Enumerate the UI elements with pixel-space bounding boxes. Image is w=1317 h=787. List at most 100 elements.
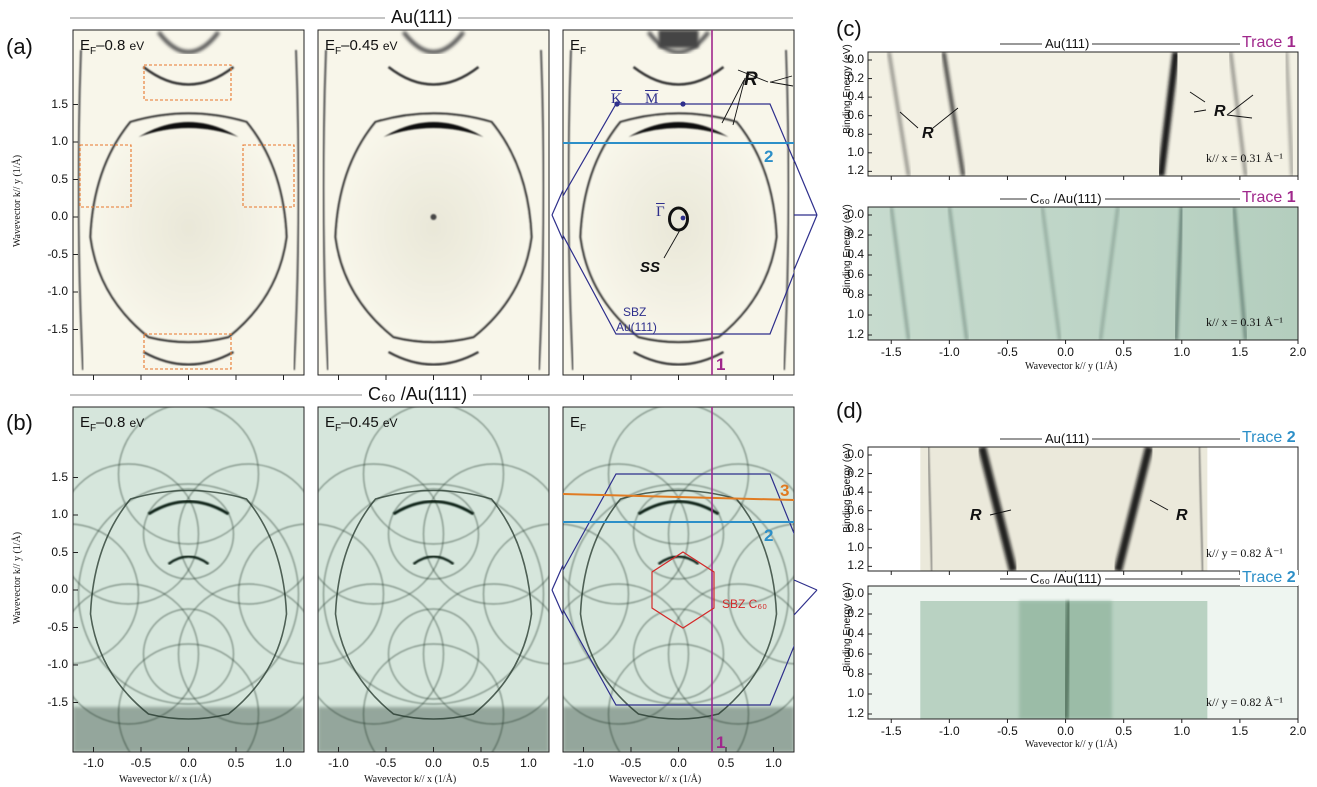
- r-label-map: R: [744, 69, 758, 90]
- cut-c-top-title: Au(111): [1042, 37, 1093, 50]
- map-xtick: -1.0: [573, 756, 594, 770]
- cut-ylabel-c2: Binding Energy (eV): [842, 204, 853, 294]
- ky-label-d-bot: k// y = 0.82 Å⁻¹: [1206, 695, 1284, 709]
- cut-ylabel-c1: Binding Energy (eV): [842, 44, 853, 134]
- map-xtick: 0.5: [717, 756, 735, 770]
- energy-label-b3: EF: [570, 414, 587, 434]
- cut-annotation-lines: [899, 91, 1254, 516]
- cut-ytick: 1.0: [847, 539, 864, 554]
- sbz-c60-label: SBZ C₆₀: [722, 597, 768, 611]
- r-label-d-right: R: [1176, 507, 1188, 524]
- cut-xtick: 0.5: [1115, 345, 1133, 359]
- cut-d-top-title: Au(111): [1042, 432, 1093, 445]
- energy-label-a1: EF–0.8 eV: [80, 37, 145, 57]
- map-xtick: -1.0: [83, 756, 104, 770]
- trace2-marker-b: 2: [764, 526, 774, 545]
- cut-ytick: 0.6: [847, 646, 864, 660]
- cut-ytick: 0.4: [847, 247, 864, 261]
- map-xtick: 0.0: [425, 756, 442, 770]
- map-ytick-b: -1.0: [47, 657, 68, 671]
- trace3-marker-b: 3: [780, 481, 790, 500]
- cut-ytick: 0.0: [847, 207, 864, 221]
- map-xtick: -0.5: [130, 756, 152, 770]
- cut-ytick: 0.2: [847, 227, 864, 241]
- map-ytick-b: -0.5: [47, 619, 68, 634]
- cut-ytick: 0.0: [847, 586, 864, 600]
- r-label-c-left: R: [922, 125, 934, 142]
- panel-letter-b: (b): [6, 410, 33, 435]
- map-xtick: 0.5: [227, 756, 245, 770]
- cut-xtick: 2.0: [1289, 724, 1307, 738]
- map-ytick-b: 1.5: [51, 469, 68, 484]
- cut-ytick: 1.2: [847, 558, 864, 573]
- map-ytick-a: 0.5: [51, 171, 68, 186]
- cut-xtick: 1.5: [1231, 345, 1249, 359]
- energy-label-b1: EF–0.8 eV: [80, 414, 145, 434]
- energy-label-b2: EF–0.45 eV: [325, 414, 398, 434]
- energy-cuts: [73, 43, 1299, 752]
- cut-xtick: 1.0: [1173, 724, 1191, 738]
- map-xtick: 0.0: [180, 756, 197, 770]
- map-ytick-a: -0.5: [47, 246, 68, 261]
- map-ylabel-b: Wavevector k// y (1/Å): [12, 531, 23, 625]
- cut-xtick: 0.0: [1057, 724, 1074, 738]
- cut-xtick: 1.5: [1231, 724, 1249, 738]
- cut-ytick: 0.2: [847, 70, 864, 85]
- map-ytick-b: -1.5: [47, 694, 68, 709]
- trace1-label-c-top: Trace 1: [1240, 34, 1298, 51]
- cut-d-bot-title: C₆₀ /Au(111): [1027, 572, 1105, 585]
- cut-xlabel-d: Wavevector k// y (1/Å): [1025, 739, 1118, 750]
- cut-ytick: 1.2: [847, 163, 864, 178]
- c60-fermi-maps: [72, 406, 795, 753]
- cut-ytick: 0.8: [847, 126, 864, 141]
- cut-ytick: 0.0: [847, 447, 864, 461]
- cut-ytick: 0.4: [847, 484, 864, 499]
- map-xtick: 0.0: [670, 756, 687, 770]
- trace2-label-d-bot: Trace 2: [1240, 569, 1298, 586]
- kx-label-c-bot: k// x = 0.31 Å⁻¹: [1206, 315, 1284, 329]
- cut-ytick: 0.6: [847, 502, 864, 517]
- cut-ytick: 0.4: [847, 89, 864, 104]
- map-xtick: 1.0: [765, 756, 782, 770]
- trace2-marker-a: 2: [764, 147, 774, 166]
- map-xlabel-3: Wavevector k// x (1/Å): [609, 774, 702, 785]
- map-ytick-b: 0.0: [51, 582, 68, 596]
- cut-xtick: -1.5: [880, 724, 902, 738]
- map-ytick-a: -1.0: [47, 284, 68, 298]
- cut-ytick: 0.4: [847, 626, 864, 640]
- r-label-d-left: R: [970, 507, 982, 524]
- map-ytick-b: 0.5: [51, 544, 68, 559]
- map-ytick-b: 1.0: [51, 507, 68, 521]
- cut-ytick: 0.6: [847, 107, 864, 122]
- energy-label-a2: EF–0.45 eV: [325, 37, 398, 57]
- panel-letter-c: (c): [836, 16, 862, 41]
- m-point-label: M: [645, 91, 659, 107]
- au-fermi-maps: [72, 29, 795, 376]
- trace1-label-c-bot: Trace 1: [1240, 189, 1298, 206]
- cut-ytick: 0.2: [847, 465, 864, 480]
- cut-ylabel-d1: Binding Energy (eV): [842, 443, 853, 533]
- c60-bz-overlay: [563, 407, 794, 752]
- gamma-point-label: Γ: [656, 204, 665, 220]
- cut-ylabel-d2: Binding Energy (eV): [842, 582, 853, 672]
- cut-xlabel-c: Wavevector k// y (1/Å): [1025, 361, 1118, 372]
- cut-xtick: 0.5: [1115, 724, 1133, 738]
- section-title-au: Au(111): [385, 8, 459, 26]
- map-xtick: -0.5: [620, 756, 642, 770]
- map-ytick-a: -1.5: [47, 321, 68, 336]
- map-ytick-a: 1.5: [51, 96, 68, 111]
- map-ytick-a: 0.0: [51, 209, 68, 223]
- kx-label-c-top: k// x = 0.31 Å⁻¹: [1206, 151, 1284, 165]
- map-xlabel-2: Wavevector k// x (1/Å): [364, 774, 457, 785]
- cut-xtick: -0.5: [997, 345, 1018, 359]
- map-ylabel-a: Wavevector k// y (1/Å): [12, 154, 23, 248]
- trace1-marker-a: 1: [716, 355, 726, 374]
- r-label-c-right: R: [1214, 103, 1226, 120]
- sbz-au-label-2: Au(111): [616, 320, 657, 334]
- cut-ytick: 0.6: [847, 267, 864, 281]
- cut-xtick: -0.5: [997, 724, 1018, 738]
- sbz-au-label-1: SBZ: [623, 305, 647, 319]
- cut-ytick: 0.2: [847, 606, 864, 620]
- map-xtick: 1.0: [520, 756, 537, 770]
